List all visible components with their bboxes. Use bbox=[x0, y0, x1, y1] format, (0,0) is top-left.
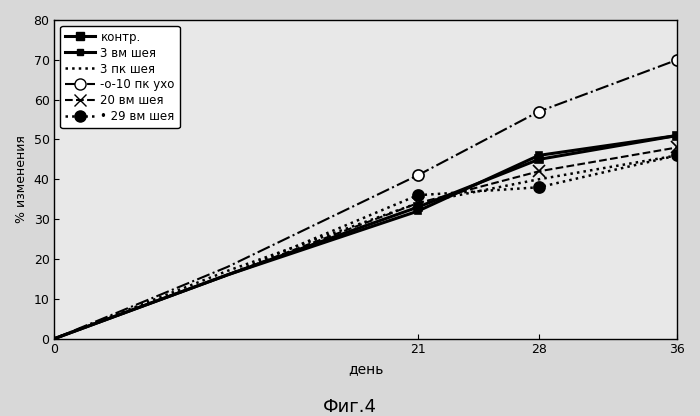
Y-axis label: % изменения: % изменения bbox=[15, 135, 28, 223]
X-axis label: день: день bbox=[348, 362, 384, 376]
Legend: контр., 3 вм шея, 3 пк шея, -о-10 пк ухо, 20 вм шея, • 29 вм шея: контр., 3 вм шея, 3 пк шея, -о-10 пк ухо… bbox=[60, 26, 180, 128]
Text: Фиг.4: Фиг.4 bbox=[323, 398, 377, 416]
